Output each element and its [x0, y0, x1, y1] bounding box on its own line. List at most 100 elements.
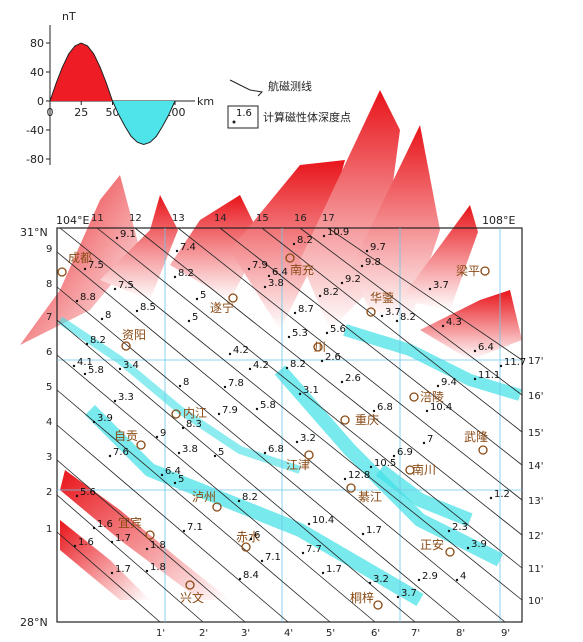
depth-dot	[318, 294, 322, 298]
depth-dot	[228, 352, 232, 356]
survey-line	[56, 531, 161, 623]
depth-dot	[380, 314, 384, 318]
city-marker	[285, 253, 295, 263]
depth-value: 2.9	[422, 571, 438, 582]
depth-value: 1.7	[366, 525, 382, 536]
depth-value: 9	[160, 428, 166, 439]
line-start-label: 16	[294, 213, 307, 224]
depth-value: 8.2	[242, 492, 258, 503]
line-start-label: 5	[46, 382, 52, 393]
depth-value: 8.2	[297, 235, 313, 246]
depth-value: 8.2	[290, 359, 306, 370]
city-name: 资阳	[122, 328, 146, 342]
depth-dot	[489, 496, 493, 500]
depth-value: 3.9	[471, 539, 487, 550]
x-tick-label: 0	[47, 106, 54, 119]
legend-dot	[232, 120, 236, 124]
city-marker	[304, 450, 314, 460]
depth-dot	[181, 426, 185, 430]
depth-value: 4.2	[233, 345, 249, 356]
depth-dot	[83, 372, 87, 376]
depth-dot	[178, 384, 182, 388]
depth-value: 7.6	[113, 447, 129, 458]
depth-value: 9.7	[370, 242, 386, 253]
depth-value: 5.8	[260, 400, 276, 411]
depth-value: 3.8	[268, 278, 284, 289]
depth-dot	[441, 324, 445, 328]
positive-area	[50, 43, 175, 101]
line-end-label: 9'	[501, 628, 510, 639]
legend-sample: 1.6	[236, 108, 252, 119]
depth-value: 1.7	[115, 533, 131, 544]
depth-value: 8.3	[186, 419, 202, 430]
line-start-label: 9	[46, 244, 52, 255]
city-name: 梁平	[456, 263, 480, 278]
depth-dot	[118, 367, 122, 371]
depth-value: 6	[254, 530, 260, 541]
city-marker	[346, 483, 356, 493]
depth-value: 7.1	[265, 552, 281, 563]
survey-line	[56, 251, 506, 623]
depth-dot	[293, 311, 297, 315]
depth-dot	[368, 581, 372, 585]
depth-value: 1.2	[494, 489, 510, 500]
depth-value: 10.9	[327, 227, 349, 238]
depth-value: 4	[460, 571, 466, 582]
survey-line	[177, 227, 523, 501]
city-name: 自贡	[114, 429, 138, 443]
legend-label: 航磁测线	[268, 79, 312, 93]
depth-dot	[263, 285, 267, 289]
line-start-label: 4	[46, 417, 52, 428]
depth-value: 11.1	[478, 370, 500, 381]
depth-dot	[322, 234, 326, 238]
line-end-label: 11'	[528, 564, 543, 575]
depth-value: 7.1	[187, 522, 203, 533]
depth-value: 5	[178, 474, 184, 485]
y-tick-label: 80	[30, 37, 44, 50]
depth-value: 3.3	[118, 392, 134, 403]
depth-value: 7.9	[222, 405, 238, 416]
depth-dot	[113, 399, 117, 403]
depth-dot	[392, 454, 396, 458]
depth-dot	[425, 409, 429, 413]
depth-value: 4.3	[446, 317, 462, 328]
line-end-label: 16'	[528, 391, 543, 402]
depth-value: 7.8	[228, 378, 244, 389]
survey-line	[56, 459, 246, 623]
survey-line	[327, 227, 523, 361]
depth-dot	[247, 267, 251, 271]
depth-dot	[92, 420, 96, 424]
depth-value: 2.3	[452, 522, 468, 533]
negative-area	[50, 101, 175, 145]
depth-dot	[320, 359, 324, 363]
depth-dot	[248, 367, 252, 371]
depth-value: 8.5	[140, 302, 156, 313]
depth-dot	[260, 559, 264, 563]
depth-dot	[298, 392, 302, 396]
depth-dot	[110, 540, 114, 544]
depth-value: 3.1	[303, 385, 319, 396]
city-name: 宜宾	[118, 515, 142, 530]
survey-line	[96, 227, 523, 569]
line-start-label: 14	[214, 213, 227, 224]
survey-line	[56, 354, 376, 623]
depth-dot	[115, 236, 119, 240]
depth-dot	[155, 435, 159, 439]
depth-value: 2.6	[345, 373, 361, 384]
survey-line	[56, 389, 331, 623]
depth-value: 6.8	[377, 402, 393, 413]
city-marker	[228, 293, 238, 303]
legend-items: 1.6 航磁测线 计算磁性体深度点	[227, 79, 351, 129]
depth-value: 12.8	[348, 470, 370, 481]
survey-line	[299, 227, 523, 396]
depth-dot	[195, 297, 199, 301]
depth-value: 7.9	[252, 260, 268, 271]
depth-value: 8.4	[243, 570, 259, 581]
line-start-label: 7	[46, 312, 52, 323]
city-name: 成都	[68, 251, 92, 265]
city-marker	[340, 415, 350, 425]
depth-value: 6.8	[268, 444, 284, 455]
depth-value: 3.4	[123, 360, 139, 371]
depth-dot	[175, 249, 179, 253]
